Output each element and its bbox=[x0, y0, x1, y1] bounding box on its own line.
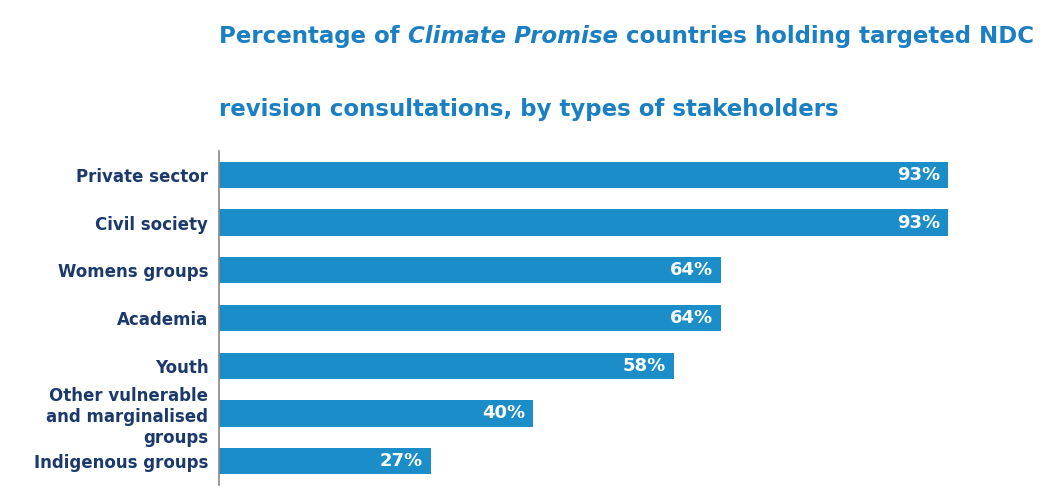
Bar bbox=[219, 162, 948, 188]
Text: 27%: 27% bbox=[380, 452, 423, 470]
Bar bbox=[219, 257, 721, 283]
Text: 58%: 58% bbox=[623, 356, 667, 374]
Text: 64%: 64% bbox=[670, 262, 713, 280]
Text: 64%: 64% bbox=[670, 309, 713, 327]
Text: Climate Promise: Climate Promise bbox=[409, 25, 618, 48]
Text: revision consultations, by types of stakeholders: revision consultations, by types of stak… bbox=[219, 98, 839, 121]
Text: countries holding targeted NDC: countries holding targeted NDC bbox=[618, 25, 1035, 48]
Bar bbox=[219, 210, 948, 236]
Text: 93%: 93% bbox=[898, 214, 940, 232]
Bar bbox=[219, 352, 674, 379]
Text: 93%: 93% bbox=[898, 166, 940, 184]
Bar bbox=[219, 400, 533, 426]
Bar bbox=[219, 448, 432, 474]
Text: 40%: 40% bbox=[482, 404, 525, 422]
Bar bbox=[219, 305, 721, 331]
Text: Percentage of: Percentage of bbox=[219, 25, 409, 48]
